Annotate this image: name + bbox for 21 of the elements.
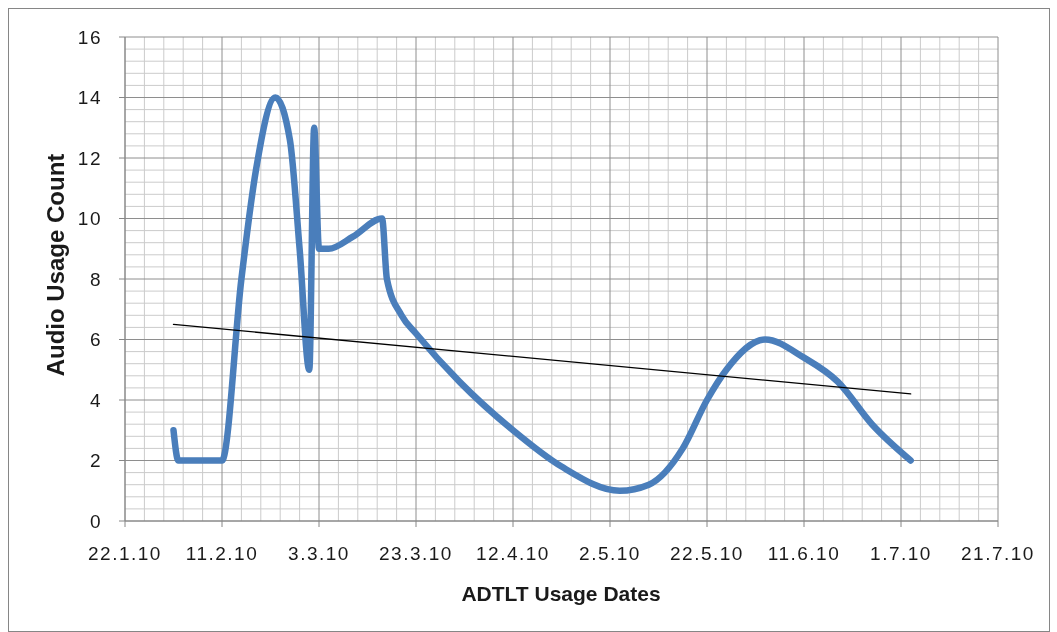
x-tick-label: 11.2.10 [185, 543, 259, 565]
x-tick-label: 22.5.10 [670, 543, 744, 565]
x-tick-label: 21.7.10 [961, 543, 1035, 565]
y-tick-label: 12 [77, 147, 102, 169]
x-tick-label: 2.5.10 [579, 543, 641, 565]
x-tick-label: 23.3.10 [379, 543, 453, 565]
x-axis-title: ADTLT Usage Dates [461, 581, 661, 605]
x-tick-label: 12.4.10 [476, 543, 550, 565]
y-tick-label: 10 [77, 208, 102, 230]
x-tick-label: 3.3.10 [288, 543, 350, 565]
y-tick-label: 8 [89, 268, 102, 290]
y-axis-title: Audio Usage Count [42, 153, 69, 377]
y-tick-label: 4 [89, 389, 102, 411]
y-tick-label: 14 [77, 87, 102, 109]
x-tick-label: 22.1.10 [88, 543, 162, 565]
y-tick-label: 16 [77, 26, 102, 48]
x-tick-label: 11.6.10 [767, 543, 841, 565]
x-tick-label: 1.7.10 [870, 543, 932, 565]
y-tick-label: 2 [89, 450, 102, 472]
y-tick-label: 0 [89, 510, 102, 532]
y-tick-label: 6 [89, 329, 102, 351]
